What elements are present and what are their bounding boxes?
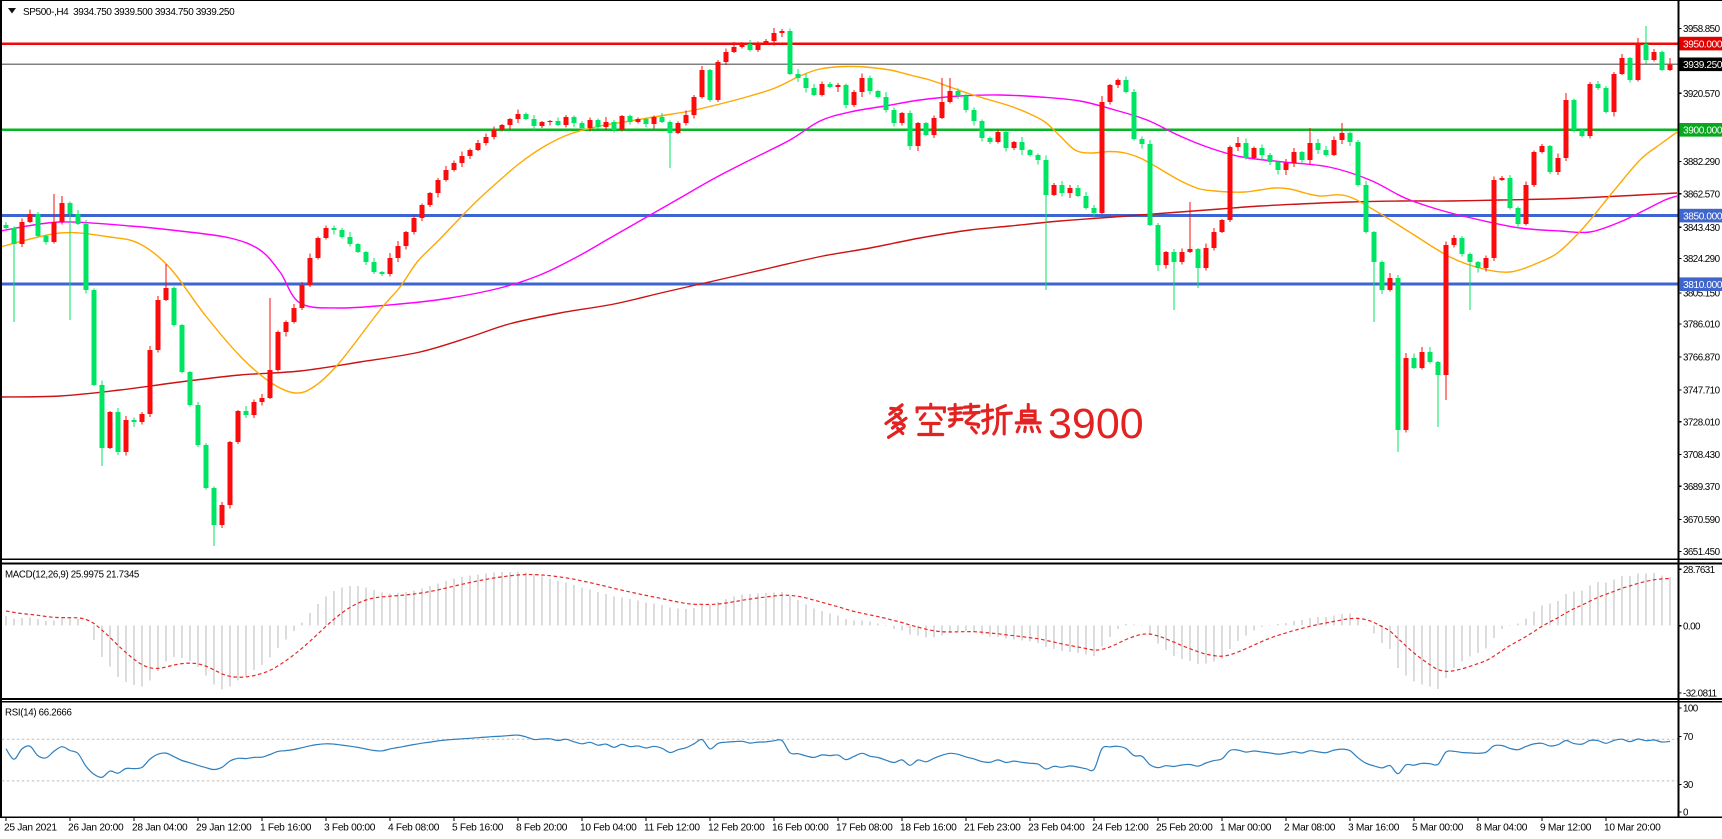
svg-text:3900.000: 3900.000	[1683, 126, 1722, 137]
svg-text:RSI(14) 66.2666: RSI(14) 66.2666	[5, 708, 72, 719]
svg-text:3786.010: 3786.010	[1683, 320, 1721, 331]
svg-text:12 Feb 20:00: 12 Feb 20:00	[708, 823, 765, 834]
svg-text:29 Jan 12:00: 29 Jan 12:00	[196, 823, 252, 834]
svg-text:3824.290: 3824.290	[1683, 254, 1721, 265]
svg-text:SP500-,H4 3934.750 3939.500 3: SP500-,H4 3934.750 3939.500 3934.750 393…	[23, 7, 235, 18]
svg-text:4 Feb 08:00: 4 Feb 08:00	[388, 823, 440, 834]
svg-text:3708.430: 3708.430	[1683, 450, 1721, 461]
svg-text:3958.850: 3958.850	[1683, 24, 1721, 35]
svg-text:3728.010: 3728.010	[1683, 417, 1721, 428]
svg-text:3747.710: 3747.710	[1683, 386, 1721, 397]
svg-text:2 Mar 08:00: 2 Mar 08:00	[1284, 823, 1336, 834]
svg-text:5 Feb 16:00: 5 Feb 16:00	[452, 823, 504, 834]
svg-text:28.7631: 28.7631	[1683, 565, 1715, 576]
svg-text:3939.250: 3939.250	[1683, 60, 1722, 71]
svg-text:100: 100	[1683, 704, 1699, 715]
svg-text:0: 0	[1683, 808, 1689, 819]
svg-text:5 Mar 00:00: 5 Mar 00:00	[1412, 823, 1464, 834]
svg-text:3 Feb 00:00: 3 Feb 00:00	[324, 823, 376, 834]
svg-text:11 Feb 12:00: 11 Feb 12:00	[644, 823, 700, 834]
svg-text:3805.150: 3805.150	[1683, 289, 1721, 300]
svg-text:3 Mar 16:00: 3 Mar 16:00	[1348, 823, 1400, 834]
svg-text:23 Feb 04:00: 23 Feb 04:00	[1028, 823, 1085, 834]
svg-text:70: 70	[1683, 732, 1694, 743]
svg-text:3882.290: 3882.290	[1683, 157, 1721, 168]
svg-text:MACD(12,26,9) 25.9975 21.7345: MACD(12,26,9) 25.9975 21.7345	[5, 570, 139, 581]
svg-text:3920.570: 3920.570	[1683, 89, 1721, 100]
svg-text:25 Feb 20:00: 25 Feb 20:00	[1156, 823, 1213, 834]
svg-text:16 Feb 00:00: 16 Feb 00:00	[772, 823, 829, 834]
svg-text:1 Mar 00:00: 1 Mar 00:00	[1220, 823, 1272, 834]
svg-text:3900: 3900	[1048, 400, 1144, 448]
svg-text:8 Feb 20:00: 8 Feb 20:00	[516, 823, 568, 834]
svg-text:8 Mar 04:00: 8 Mar 04:00	[1476, 823, 1528, 834]
svg-text:1 Feb 16:00: 1 Feb 16:00	[260, 823, 312, 834]
svg-text:10 Mar 20:00: 10 Mar 20:00	[1604, 823, 1661, 834]
svg-text:3843.430: 3843.430	[1683, 223, 1721, 234]
svg-text:3670.590: 3670.590	[1683, 515, 1721, 526]
svg-text:3651.450: 3651.450	[1683, 547, 1721, 558]
svg-text:25 Jan 2021: 25 Jan 2021	[4, 823, 57, 834]
svg-text:21 Feb 23:00: 21 Feb 23:00	[964, 823, 1021, 834]
svg-text:3850.000: 3850.000	[1683, 211, 1722, 222]
svg-text:3766.870: 3766.870	[1683, 353, 1721, 364]
svg-text:18 Feb 16:00: 18 Feb 16:00	[900, 823, 957, 834]
svg-text:-32.0811: -32.0811	[1683, 689, 1717, 700]
svg-text:0.00: 0.00	[1683, 621, 1701, 632]
svg-text:24 Feb 12:00: 24 Feb 12:00	[1092, 823, 1149, 834]
svg-text:28 Jan 04:00: 28 Jan 04:00	[132, 823, 188, 834]
svg-text:3950.000: 3950.000	[1683, 39, 1722, 50]
svg-text:17 Feb 08:00: 17 Feb 08:00	[836, 823, 893, 834]
svg-text:30: 30	[1683, 780, 1694, 791]
svg-text:3689.370: 3689.370	[1683, 482, 1721, 493]
svg-text:10 Feb 04:00: 10 Feb 04:00	[580, 823, 637, 834]
svg-text:3810.000: 3810.000	[1683, 280, 1722, 291]
svg-text:26 Jan 20:00: 26 Jan 20:00	[68, 823, 124, 834]
svg-text:9 Mar 12:00: 9 Mar 12:00	[1540, 823, 1592, 834]
svg-text:3862.570: 3862.570	[1683, 189, 1721, 200]
